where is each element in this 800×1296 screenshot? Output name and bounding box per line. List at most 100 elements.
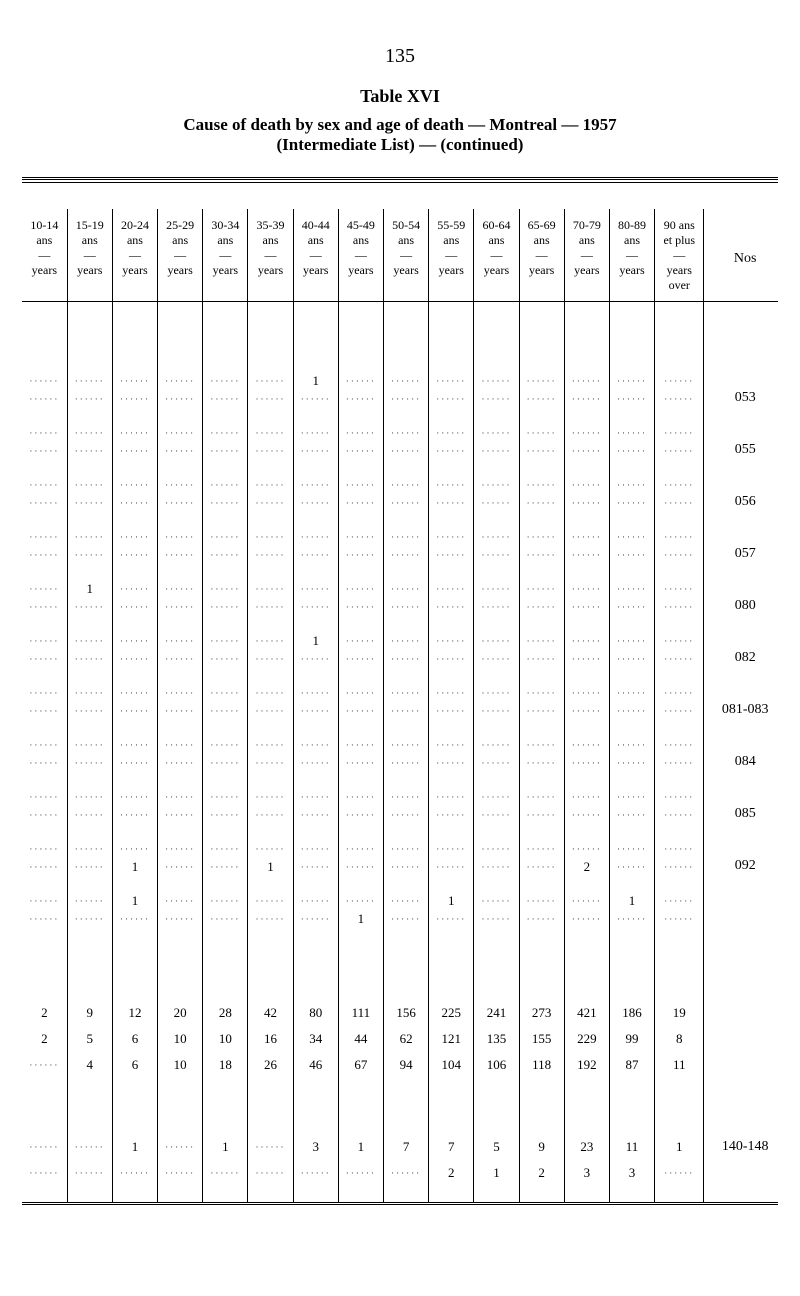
table-row: ········································… bbox=[22, 754, 778, 772]
table-row: ············1············1··············… bbox=[22, 858, 778, 876]
empty-cell: ······ bbox=[158, 1160, 203, 1186]
empty-cell: ······ bbox=[22, 736, 67, 754]
empty-cell: ······ bbox=[655, 1160, 704, 1186]
empty-cell: ······ bbox=[429, 736, 474, 754]
data-cell: 155 bbox=[519, 1026, 564, 1052]
table-row: 256101016344462121135155229998 bbox=[22, 1026, 778, 1052]
data-cell: 5 bbox=[67, 1026, 112, 1052]
empty-cell: ······ bbox=[384, 788, 429, 806]
empty-cell: ······ bbox=[429, 684, 474, 702]
table-row: ········································… bbox=[22, 806, 778, 824]
empty-cell: ······ bbox=[338, 494, 383, 512]
empty-cell: ······ bbox=[519, 702, 564, 720]
empty-cell: ······ bbox=[203, 754, 248, 772]
table-row: ······1·································… bbox=[22, 580, 778, 598]
empty-cell: ······ bbox=[609, 754, 654, 772]
empty-cell: ······ bbox=[338, 650, 383, 668]
empty-cell: ······ bbox=[293, 736, 338, 754]
empty-cell: ······ bbox=[338, 788, 383, 806]
empty-cell: ······ bbox=[384, 910, 429, 928]
empty-cell: ······ bbox=[564, 754, 609, 772]
empty-cell: ······ bbox=[67, 858, 112, 876]
empty-cell: ······ bbox=[158, 858, 203, 876]
nos-cell: 080 bbox=[704, 580, 778, 632]
col-sub: ans bbox=[248, 233, 293, 248]
empty-cell: ······ bbox=[248, 806, 293, 824]
empty-cell: ······ bbox=[655, 840, 704, 858]
empty-cell: ······ bbox=[609, 806, 654, 824]
empty-cell: ······ bbox=[158, 580, 203, 598]
spacer-row bbox=[22, 564, 778, 580]
empty-cell: ······ bbox=[248, 598, 293, 616]
empty-cell: ······ bbox=[564, 546, 609, 564]
empty-cell: ······ bbox=[564, 580, 609, 598]
table-row: ········································… bbox=[22, 442, 778, 460]
empty-cell: ······ bbox=[474, 702, 519, 720]
data-cell: 67 bbox=[338, 1052, 383, 1078]
empty-cell: ······ bbox=[67, 736, 112, 754]
empty-cell: ······ bbox=[384, 736, 429, 754]
empty-cell: ······ bbox=[564, 910, 609, 928]
empty-cell: ······ bbox=[474, 546, 519, 564]
page-number: 135 bbox=[22, 45, 778, 68]
empty-cell: ······ bbox=[429, 494, 474, 512]
data-cell: 192 bbox=[564, 1052, 609, 1078]
col-unit: years bbox=[609, 263, 654, 278]
empty-cell: ······ bbox=[22, 598, 67, 616]
empty-cell: ······ bbox=[474, 754, 519, 772]
empty-cell: ······ bbox=[384, 476, 429, 494]
empty-cell: ······ bbox=[112, 754, 157, 772]
empty-cell: ······ bbox=[248, 684, 293, 702]
data-cell: 273 bbox=[519, 1000, 564, 1026]
col-sub: et plus bbox=[655, 233, 704, 248]
empty-cell: ······ bbox=[338, 442, 383, 460]
spacer-row bbox=[22, 1078, 778, 1134]
empty-cell: ······ bbox=[609, 788, 654, 806]
header-row-dash: —— —— —— —— —— —— —— — bbox=[22, 248, 778, 263]
empty-cell: ······ bbox=[293, 476, 338, 494]
empty-cell: ······ bbox=[655, 494, 704, 512]
empty-cell: ······ bbox=[338, 424, 383, 442]
empty-cell: ······ bbox=[67, 650, 112, 668]
data-cell: 1 bbox=[248, 858, 293, 876]
col-unit: years bbox=[203, 263, 248, 278]
empty-cell: ······ bbox=[564, 372, 609, 390]
data-cell: 118 bbox=[519, 1052, 564, 1078]
data-cell: 229 bbox=[564, 1026, 609, 1052]
header-row-sub: ans ans ans ans ans ans ans ans ans ans … bbox=[22, 233, 778, 248]
empty-cell: ······ bbox=[293, 650, 338, 668]
data-cell: 111 bbox=[338, 1000, 383, 1026]
empty-cell: ······ bbox=[67, 684, 112, 702]
data-cell: 1 bbox=[112, 858, 157, 876]
empty-cell: ······ bbox=[564, 528, 609, 546]
empty-cell: ······ bbox=[338, 858, 383, 876]
empty-cell: ······ bbox=[158, 650, 203, 668]
empty-cell: ······ bbox=[203, 650, 248, 668]
data-cell: 1 bbox=[203, 1134, 248, 1160]
empty-cell: ······ bbox=[248, 528, 293, 546]
nos-cell: 081-083 bbox=[704, 684, 778, 736]
data-cell: 28 bbox=[203, 1000, 248, 1026]
empty-cell: ······ bbox=[429, 476, 474, 494]
col-unit-over: over bbox=[655, 278, 704, 301]
nos-cell bbox=[704, 1160, 778, 1186]
empty-cell: ······ bbox=[203, 910, 248, 928]
col-unit: years bbox=[564, 263, 609, 278]
table-row: ········································… bbox=[22, 736, 778, 754]
empty-cell: ······ bbox=[474, 788, 519, 806]
table-row: ············1···························… bbox=[22, 892, 778, 910]
empty-cell: ······ bbox=[293, 1160, 338, 1186]
empty-cell: ······ bbox=[338, 528, 383, 546]
empty-cell: ······ bbox=[293, 754, 338, 772]
empty-cell: ······ bbox=[655, 546, 704, 564]
table-row: ········································… bbox=[22, 840, 778, 858]
data-cell: 34 bbox=[293, 1026, 338, 1052]
empty-cell: ······ bbox=[519, 858, 564, 876]
empty-cell: ······ bbox=[112, 736, 157, 754]
empty-cell: ······ bbox=[474, 598, 519, 616]
col-sub: ans bbox=[429, 233, 474, 248]
data-cell: 10 bbox=[158, 1026, 203, 1052]
col-unit: years bbox=[22, 263, 67, 278]
spacer-row bbox=[22, 944, 778, 1000]
data-cell: 87 bbox=[609, 1052, 654, 1078]
